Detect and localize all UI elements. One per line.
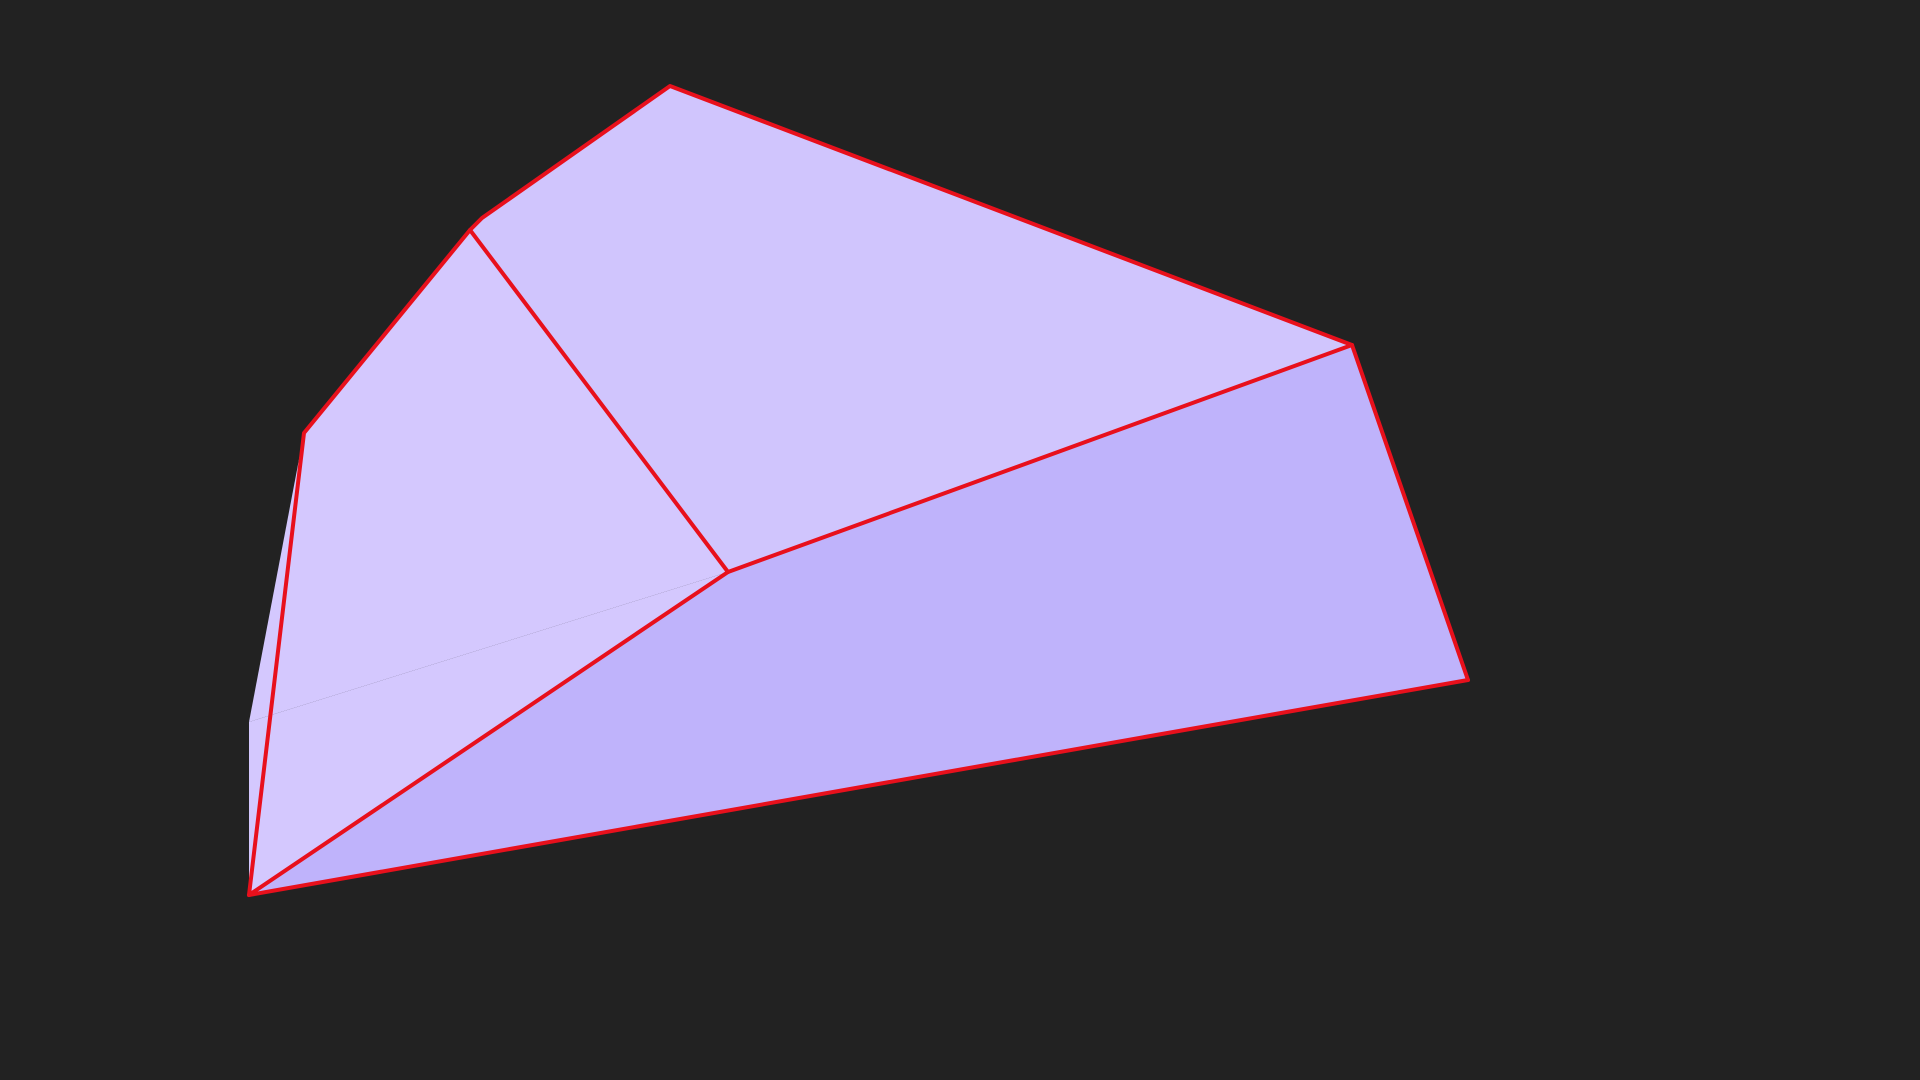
front-left-edge xyxy=(247,570,730,897)
top-face xyxy=(470,86,1352,572)
bottom-edge xyxy=(247,678,1470,897)
left-outline-edge xyxy=(247,84,1354,897)
left-face xyxy=(249,230,728,722)
polyhedron-edges xyxy=(247,84,1470,897)
front-top-edge xyxy=(726,343,1354,574)
right-edge xyxy=(1350,343,1470,682)
front-face xyxy=(249,345,1468,895)
ridge-edge xyxy=(468,228,730,574)
